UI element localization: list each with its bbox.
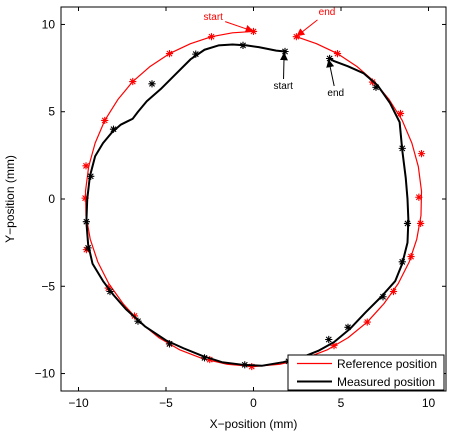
series-marker xyxy=(372,83,380,91)
series-marker xyxy=(82,162,90,170)
series-marker xyxy=(148,80,156,88)
annotation-arrow xyxy=(296,19,318,37)
x-tick-label: 0 xyxy=(250,396,257,410)
series-marker xyxy=(106,287,114,296)
y-tick-label: 5 xyxy=(48,105,55,119)
x-axis-label: X−position (mm) xyxy=(210,417,298,431)
series-marker xyxy=(281,47,289,56)
series-marker xyxy=(379,293,387,301)
series-marker xyxy=(417,219,425,228)
series-marker xyxy=(407,253,415,261)
series-marker xyxy=(207,33,216,41)
series-marker xyxy=(417,150,426,158)
series-marker xyxy=(206,355,214,364)
annotation-label: start xyxy=(274,81,294,92)
series-marker xyxy=(165,50,174,58)
y-tick-label: 10 xyxy=(42,17,56,31)
legend-box xyxy=(287,354,445,391)
series-marker xyxy=(292,33,300,41)
series-marker xyxy=(200,354,209,362)
series-marker xyxy=(239,41,247,49)
series-marker xyxy=(398,144,406,152)
series-marker xyxy=(389,287,398,296)
x-tick-label: 10 xyxy=(422,396,436,410)
series-marker xyxy=(333,50,342,58)
series-marker xyxy=(82,218,90,226)
series-marker xyxy=(249,27,258,36)
annotation-label: end xyxy=(327,88,344,99)
series-marker xyxy=(109,125,118,133)
y-tick-label: −5 xyxy=(41,279,55,293)
series-marker xyxy=(134,317,142,325)
series-marker xyxy=(101,116,109,125)
series-marker xyxy=(84,244,92,252)
series-marker xyxy=(248,362,256,371)
series-line xyxy=(85,43,410,367)
series-marker xyxy=(129,77,137,86)
series-marker xyxy=(396,109,405,118)
y-tick-label: 0 xyxy=(48,192,55,206)
x-tick-label: −10 xyxy=(68,396,89,410)
series-marker xyxy=(192,50,200,58)
plot-area xyxy=(60,6,447,392)
series-marker xyxy=(398,258,406,266)
series-marker xyxy=(330,342,338,350)
series-marker xyxy=(363,318,371,326)
y-tick-label: −10 xyxy=(35,367,56,381)
x-tick-label: 5 xyxy=(338,396,345,410)
series-marker xyxy=(325,335,333,344)
y-axis-label: Y−position (mm) xyxy=(3,155,17,243)
annotation-layer: start end start end xyxy=(204,7,345,99)
legend: Reference position Measured position xyxy=(287,354,445,391)
series-marker xyxy=(403,219,412,228)
annotation-arrow xyxy=(279,52,288,80)
series-marker xyxy=(87,172,95,180)
x-tick-label: −5 xyxy=(159,396,173,410)
legend-label-reference: Reference position xyxy=(337,357,437,371)
series-marker xyxy=(344,323,352,331)
series-marker xyxy=(415,193,423,201)
series-marker xyxy=(326,54,334,63)
annotation-label: end xyxy=(319,7,336,18)
annotation-arrow xyxy=(225,21,254,33)
annotation-arrow xyxy=(326,59,335,87)
series-marker xyxy=(165,340,174,348)
legend-label-measured: Measured position xyxy=(337,375,435,389)
series-line xyxy=(84,30,423,368)
series-layer xyxy=(81,27,426,371)
series-marker xyxy=(81,194,89,202)
annotation-label: start xyxy=(204,12,224,23)
series-marker xyxy=(241,361,249,369)
